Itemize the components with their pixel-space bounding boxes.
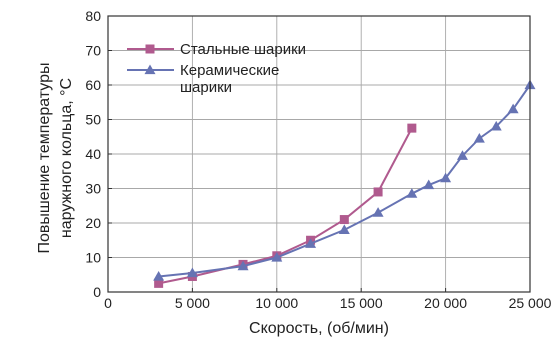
series-1-point-5: [338, 224, 350, 235]
series-1-point-2: [237, 260, 249, 271]
x-axis-ticks: 0 5 000 10 000 15 000 20 000 25 000: [104, 288, 551, 311]
y-tick-label-5: 50: [85, 112, 101, 128]
y-axis-label: Повышение температуры наружного кольца, °…: [36, 62, 75, 253]
series-1: [153, 79, 536, 281]
y-tick-label-7: 70: [85, 43, 101, 59]
plot-frame: [107, 15, 531, 293]
legend-item-0: Стальные шарики: [127, 41, 306, 58]
legend-label-1-0: Керамические: [180, 62, 279, 79]
y-tick-label-2: 20: [85, 215, 101, 231]
series-1-point-4: [305, 238, 317, 248]
x-tick-label-4: 20 000: [424, 295, 467, 311]
x-axis-label: Скорость, (об/мин): [249, 320, 389, 337]
series-1-point-1: [186, 267, 198, 278]
legend-marker-0: [145, 44, 155, 54]
y-tick-label-6: 60: [85, 77, 101, 93]
series-1-point-13: [507, 103, 519, 114]
series-0-line: [158, 127, 413, 285]
x-tick-label-2: 10 000: [255, 295, 298, 311]
series-0-point-6: [373, 187, 383, 197]
series-1-line: [158, 84, 531, 278]
series-1-point-3: [271, 252, 283, 262]
series-1-point-7: [406, 188, 418, 198]
legend-label-1-1: шарики: [180, 79, 232, 96]
grid: [108, 16, 530, 292]
y-tick-label-8: 80: [85, 8, 101, 24]
series-0: [154, 123, 417, 288]
series-1-point-10: [456, 150, 468, 160]
legend-marker-1: [144, 64, 156, 75]
legend-label-0-0: Стальные шарики: [180, 41, 306, 58]
x-tick-label-5: 25 000: [509, 295, 551, 311]
series-0-point-7: [407, 123, 417, 133]
y-axis-label-line-0: Повышение температуры: [36, 62, 53, 253]
series-1-point-12: [490, 120, 502, 131]
series-1-point-11: [473, 132, 485, 143]
x-tick-label-1: 5 000: [175, 295, 210, 311]
series-layer: [153, 79, 536, 288]
y-axis-ticks: 0 10 20 30 40 50 60 70 80: [85, 8, 112, 300]
series-0-point-5: [339, 215, 349, 225]
series-1-point-6: [372, 207, 384, 217]
y-tick-label-1: 10: [85, 250, 101, 266]
x-tick-label-3: 15 000: [340, 295, 383, 311]
series-1-point-9: [440, 172, 452, 183]
y-axis-label-line-1: наружного кольца, °C: [58, 78, 75, 238]
series-1-point-0: [153, 270, 165, 281]
y-tick-label-0: 0: [93, 284, 101, 300]
x-tick-label-0: 0: [104, 295, 112, 311]
series-0-point-0: [154, 278, 164, 288]
series-1-point-8: [423, 179, 435, 190]
y-tick-label-3: 30: [85, 181, 101, 197]
y-tick-label-4: 40: [85, 146, 101, 162]
